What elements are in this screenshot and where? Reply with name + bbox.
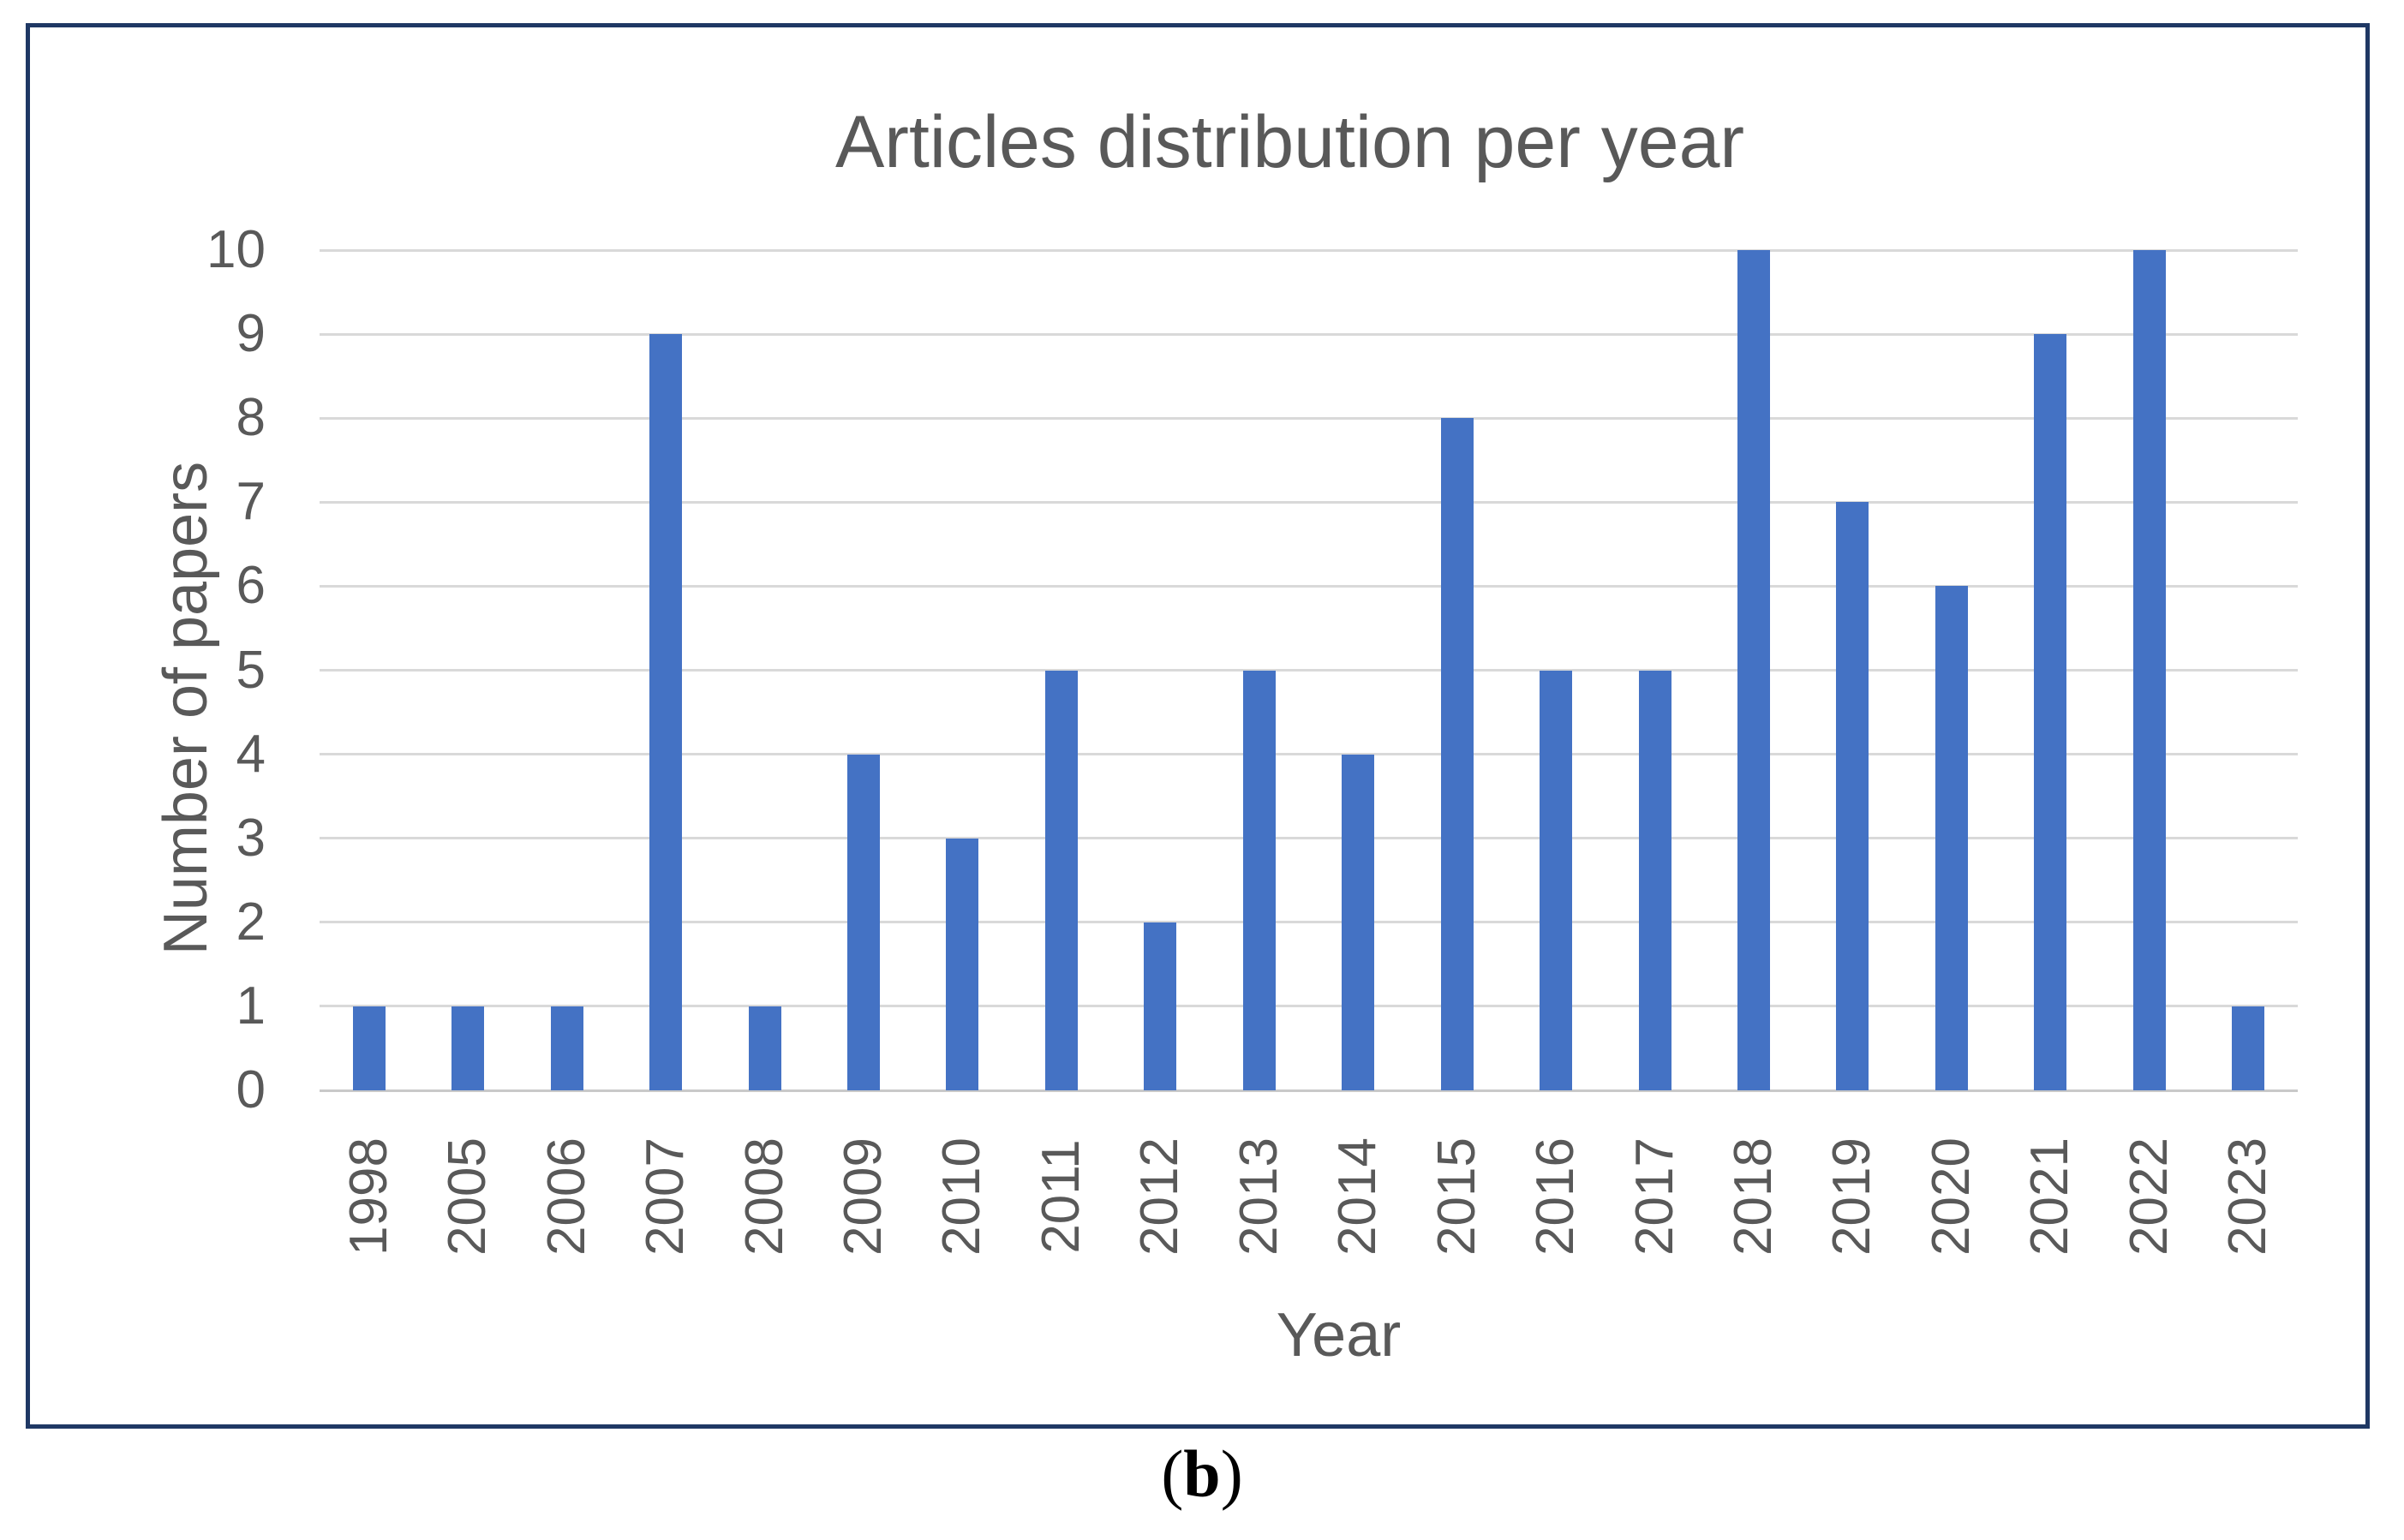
x-tick-label: 2018 [1724,1137,1784,1256]
y-tick-label: 1 [236,976,266,1036]
x-tick-label: 2016 [1526,1137,1586,1256]
x-axis-line [320,1089,2298,1092]
gridline [320,332,2298,336]
x-tick-label: 2008 [734,1137,794,1256]
gridline [320,416,2298,420]
bar [1638,670,1671,1090]
x-tick-label: 2009 [833,1137,893,1256]
bar [1044,670,1078,1090]
bar [1935,586,1968,1090]
chart-title: Articles distribution per year [834,101,1745,183]
y-tick-label: 4 [236,724,266,784]
figure-caption: (b) [0,1436,2404,1513]
bar [352,1006,386,1090]
bar [2132,250,2166,1090]
y-tick-label: 7 [236,472,266,532]
x-tick-label: 2022 [2119,1137,2179,1256]
bar [1836,502,1869,1090]
x-tick-label: 2010 [932,1137,992,1256]
bar [1242,670,1276,1090]
bar [1737,250,1771,1090]
x-tick-label: 2011 [1031,1139,1091,1254]
bar [451,1006,485,1090]
bar [1540,670,1573,1090]
x-tick-label: 2017 [1624,1137,1684,1256]
x-tick-label: 2013 [1229,1137,1289,1256]
y-tick-label: 0 [236,1060,266,1119]
x-tick-label: 2006 [536,1137,596,1256]
x-tick-label: 2005 [438,1137,498,1256]
y-tick-label: 5 [236,640,266,700]
gridline [320,837,2298,840]
bar [1342,754,1375,1090]
y-tick-label: 2 [236,892,266,952]
bar [748,1006,781,1090]
x-tick-label: 2007 [636,1137,696,1256]
y-tick-label: 10 [206,220,266,279]
gridline [320,753,2298,756]
bar [1144,922,1177,1090]
caption-open-paren: ( [1161,1436,1184,1511]
gridline [320,921,2298,924]
caption-letter: b [1183,1436,1221,1511]
y-tick-label: 8 [236,388,266,448]
y-tick-label: 9 [236,304,266,364]
bar [2034,334,2067,1090]
bar [1440,418,1474,1090]
x-tick-label: 2021 [2020,1137,2080,1256]
caption-close-paren: ) [1220,1436,1243,1511]
y-tick-label: 6 [236,556,266,616]
bar [946,838,979,1090]
x-tick-label: 1998 [338,1137,398,1256]
x-tick-label: 2019 [1822,1137,1882,1256]
x-tick-label: 2015 [1426,1137,1486,1256]
x-tick-label: 2020 [1921,1137,1981,1256]
gridline [320,1005,2298,1008]
bar [846,754,880,1090]
bar [2232,1006,2265,1090]
x-tick-label: 2023 [2218,1137,2278,1256]
chart-frame: Articles distribution per year Number of… [26,23,2370,1429]
bar [649,334,683,1090]
x-tick-label: 2014 [1328,1137,1388,1256]
bar [550,1006,583,1090]
gridline [320,500,2298,504]
gridline [320,669,2298,672]
x-axis-title: Year [1276,1301,1402,1370]
x-tick-label: 2012 [1130,1137,1190,1256]
gridline [320,584,2298,588]
y-tick-label: 3 [236,808,266,868]
gridline [320,248,2298,252]
